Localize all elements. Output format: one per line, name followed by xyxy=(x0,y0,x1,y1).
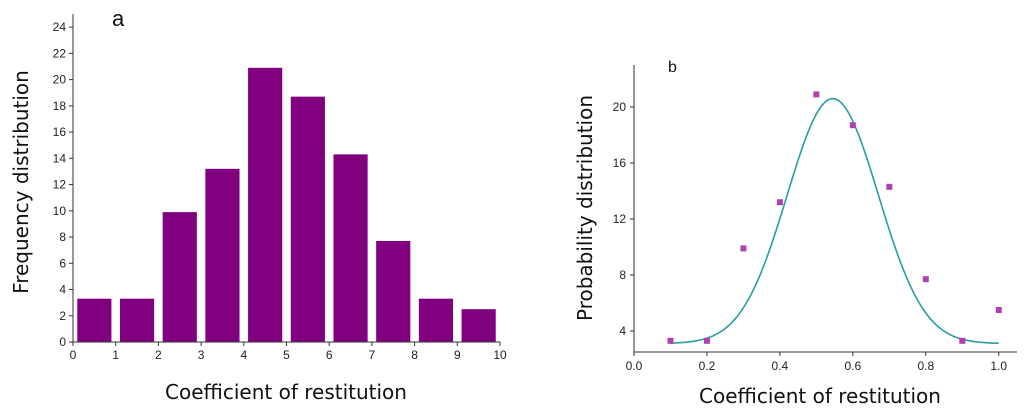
distribution-point xyxy=(667,337,674,344)
histogram-bar xyxy=(376,240,411,342)
histogram-bar xyxy=(77,298,112,342)
histogram-x-tick-label: 1 xyxy=(112,348,119,362)
distribution-point xyxy=(849,122,856,129)
histogram-y-tick-label: 18 xyxy=(53,99,67,113)
distribution-x-tick-label: 0.4 xyxy=(772,359,789,373)
distribution-x-tick-label: 0.2 xyxy=(699,359,716,373)
histogram-x-tick-label: 6 xyxy=(326,348,333,362)
distribution-points xyxy=(667,91,1002,344)
distribution-fit-chart: b 0.0 0.2 0.4 0.6 0.8 1.0 4 8 12 16 20 Coefficient… xyxy=(573,59,1017,408)
histogram-y-tick-label: 20 xyxy=(53,73,67,87)
histogram-y-tick-label: 4 xyxy=(59,283,66,297)
distribution-point xyxy=(995,307,1002,313)
histogram-x-tick-label: 10 xyxy=(493,348,507,362)
histogram-bar xyxy=(333,154,368,342)
distribution-y-tick-label: 16 xyxy=(613,156,627,170)
histogram-y-tick-label: 8 xyxy=(59,230,66,244)
histogram-x-tick-label: 7 xyxy=(369,348,376,362)
histogram-y-tick-label: 14 xyxy=(53,151,67,165)
histogram-y-tick-label: 6 xyxy=(59,256,66,270)
histogram-x-tick-label: 8 xyxy=(411,348,418,362)
distribution-x-tick-label: 0.0 xyxy=(626,359,643,373)
histogram-y-tick-label: 22 xyxy=(53,46,67,60)
histogram-y-axis-title: Frequency distribution xyxy=(9,70,33,294)
distribution-y-tick-label: 4 xyxy=(619,324,626,338)
histogram-y-tick-label: 16 xyxy=(53,125,67,139)
histogram-x-tick-label: 5 xyxy=(283,348,290,362)
histogram-x-tick-label: 3 xyxy=(198,348,205,362)
distribution-point xyxy=(740,245,747,252)
histogram-y-tick-label: 12 xyxy=(53,178,67,192)
histogram-x-tick-label: 4 xyxy=(240,348,247,362)
panel-label-b: b xyxy=(668,59,677,76)
histogram-x-axis-title: Coefficient of restitution xyxy=(165,380,407,404)
distribution-axes: 0.0 0.2 0.4 0.6 0.8 1.0 4 8 12 16 20 xyxy=(613,65,1017,373)
histogram-bar xyxy=(461,309,496,342)
distribution-y-tick-label: 12 xyxy=(613,212,627,226)
histogram-y-tick-label: 24 xyxy=(53,20,67,34)
distribution-point xyxy=(813,91,820,98)
histogram-bar xyxy=(162,212,197,342)
distribution-y-axis-title: Probability distribution xyxy=(573,95,597,321)
distribution-x-tick-label: 0.8 xyxy=(917,359,934,373)
histogram-x-tick-label: 2 xyxy=(155,348,162,362)
histogram-bars xyxy=(77,67,496,343)
histogram-y-tick-label: 0 xyxy=(59,335,66,349)
gaussian-fit-line xyxy=(670,97,999,345)
distribution-point xyxy=(776,199,783,206)
distribution-y-tick-label: 20 xyxy=(613,100,627,114)
distribution-y-tick-label: 8 xyxy=(619,268,626,282)
distribution-x-axis-title: Coefficient of restitution xyxy=(699,384,941,408)
histogram-x-tick-label: 0 xyxy=(70,348,77,362)
histogram-bar xyxy=(290,96,325,342)
histogram-x-tick-label: 9 xyxy=(454,348,461,362)
histogram-bar xyxy=(119,298,155,342)
histogram-bar xyxy=(205,168,240,342)
distribution-point xyxy=(959,337,966,344)
distribution-point xyxy=(703,337,710,344)
histogram-bar xyxy=(248,67,283,343)
histogram-bar xyxy=(418,298,454,342)
distribution-x-tick-label: 1.0 xyxy=(990,359,1007,373)
distribution-x-tick-label: 0.6 xyxy=(845,359,862,373)
distribution-point xyxy=(886,183,893,190)
panel-label-a: a xyxy=(112,6,125,31)
histogram-y-tick-label: 2 xyxy=(59,309,66,323)
histogram-y-tick-label: 10 xyxy=(53,204,67,218)
distribution-point xyxy=(922,276,929,283)
